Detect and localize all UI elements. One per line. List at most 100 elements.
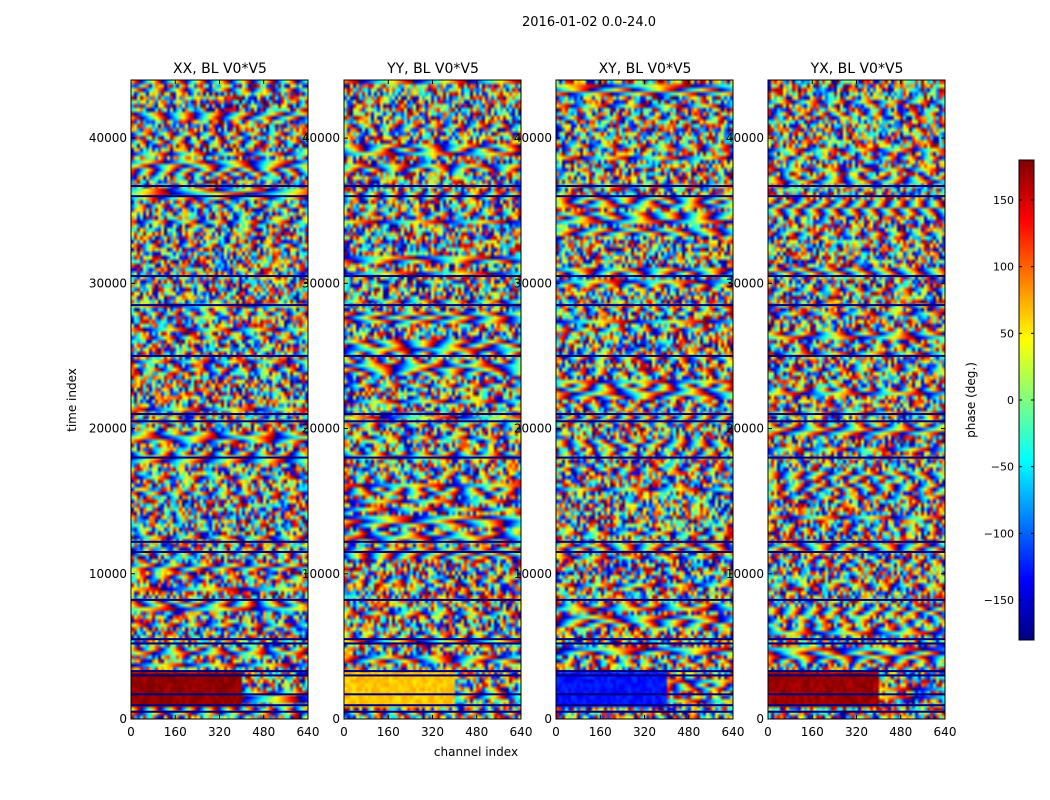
flagged-row: [556, 670, 733, 673]
panel-xx: XX, BL V0*V5 0 160 320 480 640 0 10000 20000 300…: [89, 61, 320, 739]
flagged-row: [131, 195, 308, 198]
flagged-row: [768, 185, 945, 188]
x-tick-label: 0: [340, 725, 348, 739]
flagged-row: [131, 710, 308, 713]
flagged-row: [556, 710, 733, 713]
y-tick-label: 20000: [89, 422, 127, 436]
x-tick-label: 480: [252, 725, 275, 739]
y-tick-label: 30000: [302, 276, 340, 290]
flagged-row: [344, 670, 521, 673]
flagged-row: [131, 638, 308, 641]
flagged-row: [768, 456, 945, 459]
flagged-row: [344, 420, 521, 423]
flagged-row: [131, 704, 308, 707]
y-tick-label: 30000: [726, 276, 764, 290]
x-tick-label: 0: [127, 725, 135, 739]
colorbar-tick-label: 100: [993, 261, 1014, 274]
x-tick-label: 0: [552, 725, 560, 739]
colorbar-tick-label: −100: [984, 527, 1014, 540]
x-tick-label: 640: [934, 725, 957, 739]
x-tick-label: 160: [164, 725, 187, 739]
flagged-row: [131, 598, 308, 601]
y-tick-label: 0: [332, 712, 340, 726]
flagged-row: [131, 304, 308, 307]
x-tick-label: 160: [801, 725, 824, 739]
flagged-row: [131, 550, 308, 553]
flagged-row: [768, 354, 945, 357]
heatmap-image: [344, 80, 521, 719]
colorbar-tick-label: 150: [993, 194, 1014, 207]
x-tick-label: 160: [377, 725, 400, 739]
flagged-row: [344, 638, 521, 641]
figure-suptitle: 2016-01-02 0.0-24.0: [522, 15, 656, 30]
y-tick-label: 40000: [302, 131, 340, 145]
flagged-row: [768, 540, 945, 543]
x-tick-label: 480: [677, 725, 700, 739]
flagged-row: [344, 598, 521, 601]
panel-yx: YX, BL V0*V5 0 160 320 480 640 0 10000 20000 300…: [726, 61, 957, 739]
y-axis-label: time index: [65, 368, 79, 432]
y-tick-label: 20000: [302, 422, 340, 436]
panel-yy: YY, BL V0*V5 0 160 320 480 640 0 10000 20000 300…: [302, 61, 533, 739]
flagged-row: [344, 693, 521, 696]
heatmap-image: [556, 80, 733, 719]
x-tick-label: 640: [297, 725, 320, 739]
flagged-row: [768, 642, 945, 645]
y-tick-label: 40000: [514, 131, 552, 145]
flagged-row: [344, 642, 521, 645]
flagged-row: [768, 670, 945, 673]
heatmap-image: [768, 80, 945, 719]
x-tick-label: 480: [889, 725, 912, 739]
x-tick-label: 0: [764, 725, 772, 739]
flagged-row: [556, 304, 733, 307]
panel-xy: XY, BL V0*V5 0 160 320 480 640 0 10000 20000 300…: [514, 61, 745, 739]
flagged-row: [131, 670, 308, 673]
panel-title: YY, BL V0*V5: [386, 61, 479, 77]
panel-title: XY, BL V0*V5: [599, 61, 692, 77]
flagged-row: [768, 598, 945, 601]
flagged-row: [768, 304, 945, 307]
flagged-row: [556, 185, 733, 188]
colorbar-tick-label: 50: [1000, 327, 1014, 340]
flagged-row: [344, 354, 521, 357]
y-tick-label: 10000: [726, 567, 764, 581]
x-tick-label: 320: [421, 725, 444, 739]
flagged-row: [131, 413, 308, 416]
flagged-row: [768, 638, 945, 641]
flagged-row: [344, 704, 521, 707]
y-tick-label: 0: [756, 712, 764, 726]
y-tick-label: 0: [544, 712, 552, 726]
flagged-row: [131, 642, 308, 645]
flagged-row: [344, 540, 521, 543]
x-tick-label: 320: [633, 725, 656, 739]
flagged-row: [768, 704, 945, 707]
flagged-row: [344, 304, 521, 307]
flagged-row: [768, 413, 945, 416]
y-tick-label: 10000: [89, 567, 127, 581]
y-tick-label: 20000: [514, 422, 552, 436]
colorbar-tick-label: −50: [991, 461, 1014, 474]
flagged-row: [344, 413, 521, 416]
y-tick-label: 10000: [302, 567, 340, 581]
flagged-row: [768, 550, 945, 553]
flagged-row: [556, 598, 733, 601]
flagged-row: [344, 275, 521, 278]
x-axis-label: channel index: [434, 745, 518, 759]
flagged-row: [556, 195, 733, 198]
x-tick-label: 640: [722, 725, 745, 739]
flagged-row: [344, 195, 521, 198]
flagged-row: [556, 275, 733, 278]
colorbar-label: phase (deg.): [964, 362, 978, 438]
flagged-row: [131, 185, 308, 188]
y-tick-label: 10000: [514, 567, 552, 581]
flagged-row: [131, 693, 308, 696]
flagged-row: [344, 710, 521, 713]
panel-title: XX, BL V0*V5: [173, 61, 267, 77]
flagged-row: [556, 420, 733, 423]
flagged-row: [768, 710, 945, 713]
flagged-row: [556, 642, 733, 645]
flagged-row: [556, 540, 733, 543]
x-tick-label: 320: [845, 725, 868, 739]
flagged-row: [131, 674, 308, 677]
